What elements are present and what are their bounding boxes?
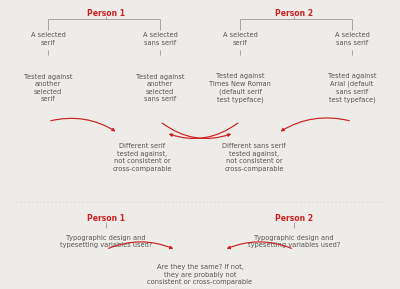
Text: Tested against
Times New Roman
(default serif
test typeface): Tested against Times New Roman (default … xyxy=(209,73,271,103)
Text: Typographic design and
typesetting variables used?: Typographic design and typesetting varia… xyxy=(248,235,340,248)
Text: Typographic design and
typesetting variables used?: Typographic design and typesetting varia… xyxy=(60,235,152,248)
Text: Tested against
another
selected
sans serif: Tested against another selected sans ser… xyxy=(136,74,184,102)
Text: Person 2: Person 2 xyxy=(275,8,313,18)
Text: A selected
serif: A selected serif xyxy=(222,32,258,46)
Text: Tested against
Arial (default
sans serif
test typeface): Tested against Arial (default sans serif… xyxy=(328,73,376,103)
Text: Person 1: Person 1 xyxy=(87,214,125,223)
Text: A selected
sans serif: A selected sans serif xyxy=(334,32,370,46)
Text: Different sans serif
tested against,
not consistent or
cross-comparable: Different sans serif tested against, not… xyxy=(222,143,286,172)
Text: A selected
sans serif: A selected sans serif xyxy=(142,32,178,46)
Text: Different serif
tested against,
not consistent or
cross-comparable: Different serif tested against, not cons… xyxy=(112,143,172,172)
Text: Tested against
another
selected
serif: Tested against another selected serif xyxy=(24,74,72,102)
Text: Are they the same? If not,
they are probably not
consistent or cross-comparable: Are they the same? If not, they are prob… xyxy=(148,264,252,285)
Text: Person 1: Person 1 xyxy=(87,8,125,18)
Text: Person 2: Person 2 xyxy=(275,214,313,223)
Text: A selected
serif: A selected serif xyxy=(30,32,66,46)
